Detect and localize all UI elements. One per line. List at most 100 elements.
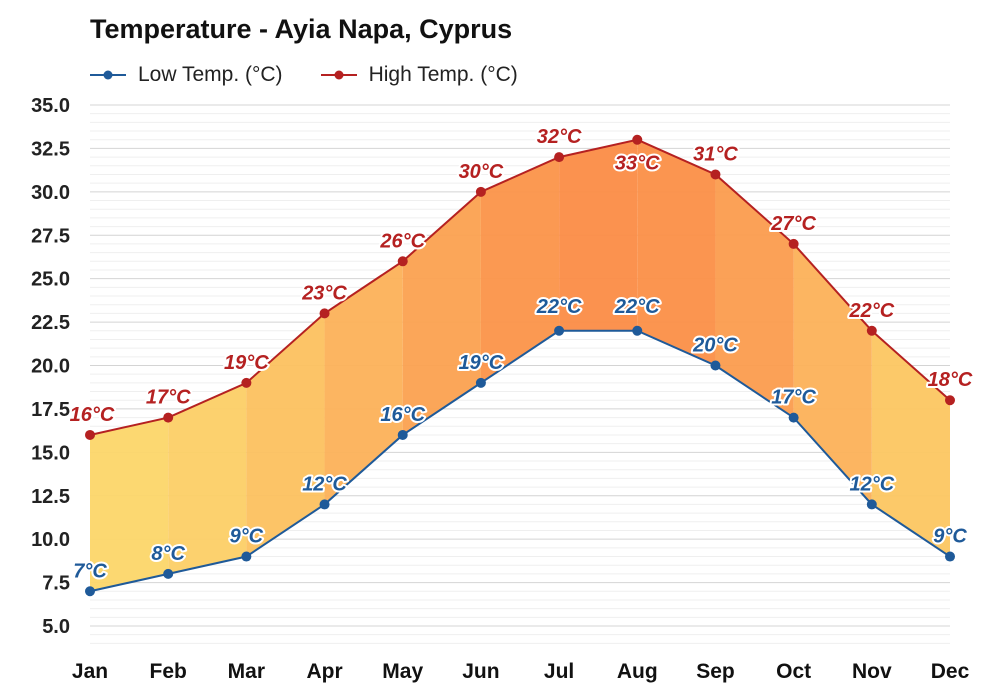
high-temp-point[interactable] [632, 134, 643, 145]
high-temp-data-label: 23°C [301, 282, 347, 304]
x-tick-label: Dec [931, 660, 970, 683]
fill-bands [90, 139, 950, 592]
low-temp-data-label: 22°C [614, 296, 660, 318]
range-band [715, 174, 794, 418]
high-temp-point[interactable] [241, 377, 252, 388]
high-temp-data-label: 27°C [770, 213, 816, 235]
high-temp-data-label: 17°C [146, 387, 191, 409]
high-temp-point[interactable] [85, 429, 95, 440]
legend-item-high[interactable]: High Temp. (°C) [320, 63, 518, 87]
legend-high-line-icon [320, 70, 357, 80]
low-temp-point[interactable] [85, 586, 95, 597]
x-tick-label: Nov [852, 660, 892, 683]
range-band [637, 139, 716, 366]
high-temp-point[interactable] [319, 308, 330, 319]
y-tick-label: 20.0 [31, 356, 70, 378]
low-temp-data-label: 17°C [771, 387, 816, 409]
low-temp-data-label: 20°C [692, 335, 738, 357]
high-temp-point[interactable] [945, 395, 955, 406]
y-tick-label: 7.5 [42, 573, 70, 595]
high-temp-point[interactable] [163, 412, 174, 423]
y-tick-label: 12.5 [31, 486, 70, 508]
range-band [793, 243, 872, 505]
low-temp-line [89, 329, 951, 593]
high-temp-point[interactable] [788, 238, 799, 249]
high-temp-data-label: 30°C [459, 161, 504, 183]
high-temp-point[interactable] [866, 325, 877, 336]
high-temp-point[interactable] [554, 152, 565, 163]
low-temp-data-label: 16°C [380, 404, 425, 426]
y-tick-label: 25.0 [31, 269, 70, 291]
x-tick-label: Feb [150, 660, 187, 683]
low-temp-point[interactable] [788, 412, 799, 423]
high-temp-data-label: 32°C [537, 126, 582, 148]
high-temp-data-label: 33°C [615, 153, 660, 175]
y-axis: 5.0 7.5 10.0 12.5 15.0 17.5 20.0 22.5 25.0 27.5 30… [31, 95, 70, 638]
y-tick-label: 27.5 [31, 225, 70, 247]
y-tick-label: 17.5 [31, 399, 70, 421]
low-temp-point[interactable] [319, 499, 330, 510]
high-temp-point[interactable] [397, 256, 408, 267]
legend-high-label: High Temp. (°C) [368, 63, 518, 86]
x-tick-label: Jan [72, 660, 108, 683]
low-temp-point[interactable] [241, 551, 252, 562]
high-temp-data-label: 19°C [224, 352, 269, 374]
high-temp-data-label: 26°C [379, 230, 425, 252]
low-temp-point[interactable] [554, 325, 565, 336]
low-temp-data-label: 12°C [849, 473, 894, 495]
legend-low-line-icon [90, 70, 126, 80]
series-lines [89, 138, 951, 593]
x-axis: Jan Feb Mar Apr May Jun Jul Aug Sep Oct Nov Dec [72, 660, 970, 683]
data-points [85, 134, 955, 597]
low-temp-data-label: 9°C [933, 526, 967, 548]
y-tick-label: 35.0 [31, 95, 70, 117]
x-tick-label: Apr [306, 660, 342, 683]
high-temp-data-label: 16°C [70, 404, 115, 426]
low-temp-data-label: 7°C [73, 560, 107, 582]
low-temp-data-label: 19°C [459, 352, 504, 374]
low-temp-point[interactable] [945, 551, 955, 562]
x-tick-label: Sep [696, 660, 735, 683]
low-temp-point[interactable] [866, 499, 877, 510]
range-band [324, 261, 403, 505]
x-tick-label: Mar [228, 660, 265, 683]
high-temp-line [89, 138, 951, 436]
y-tick-label: 10.0 [31, 529, 70, 551]
low-temp-point[interactable] [163, 568, 174, 579]
low-temp-point[interactable] [475, 377, 486, 388]
legend-item-low[interactable]: Low Temp. (°C) [90, 63, 283, 87]
legend: Low Temp. (°C) High Temp. (°C) [90, 60, 556, 90]
range-band [871, 330, 950, 557]
x-tick-label: Jun [462, 660, 499, 683]
y-tick-label: 22.5 [31, 312, 70, 334]
y-tick-label: 32.5 [31, 138, 70, 160]
chart-title: Temperature - Ayia Napa, Cyprus [90, 14, 513, 44]
low-temp-point[interactable] [710, 360, 721, 371]
high-temp-data-label: 18°C [928, 369, 973, 391]
data-labels: 16°C 17°C 19°C 23°C 26°C 30°C 32°C 33°C 31°C 27°C… [68, 124, 975, 584]
y-tick-label: 5.0 [42, 616, 70, 638]
high-temp-point[interactable] [710, 169, 721, 180]
x-tick-label: May [382, 660, 423, 683]
range-band [90, 417, 169, 592]
high-temp-data-label: 22°C [848, 300, 894, 322]
low-temp-data-label: 22°C [536, 296, 582, 318]
y-tick-label: 15.0 [31, 442, 70, 464]
range-band [559, 139, 638, 331]
range-band [480, 157, 560, 383]
range-band [168, 382, 247, 574]
range-band [246, 313, 325, 557]
x-tick-label: Aug [617, 660, 658, 683]
y-tick-label: 30.0 [31, 182, 70, 204]
x-tick-label: Jul [544, 660, 574, 683]
low-temp-point[interactable] [397, 429, 408, 440]
low-temp-data-label: 8°C [151, 543, 185, 565]
legend-low-label: Low Temp. (°C) [138, 63, 283, 86]
low-temp-point[interactable] [632, 325, 643, 336]
low-temp-data-label: 12°C [302, 473, 347, 495]
high-temp-point[interactable] [475, 186, 486, 197]
x-tick-label: Oct [776, 660, 811, 683]
range-band [402, 191, 481, 435]
low-temp-data-label: 9°C [230, 526, 264, 548]
